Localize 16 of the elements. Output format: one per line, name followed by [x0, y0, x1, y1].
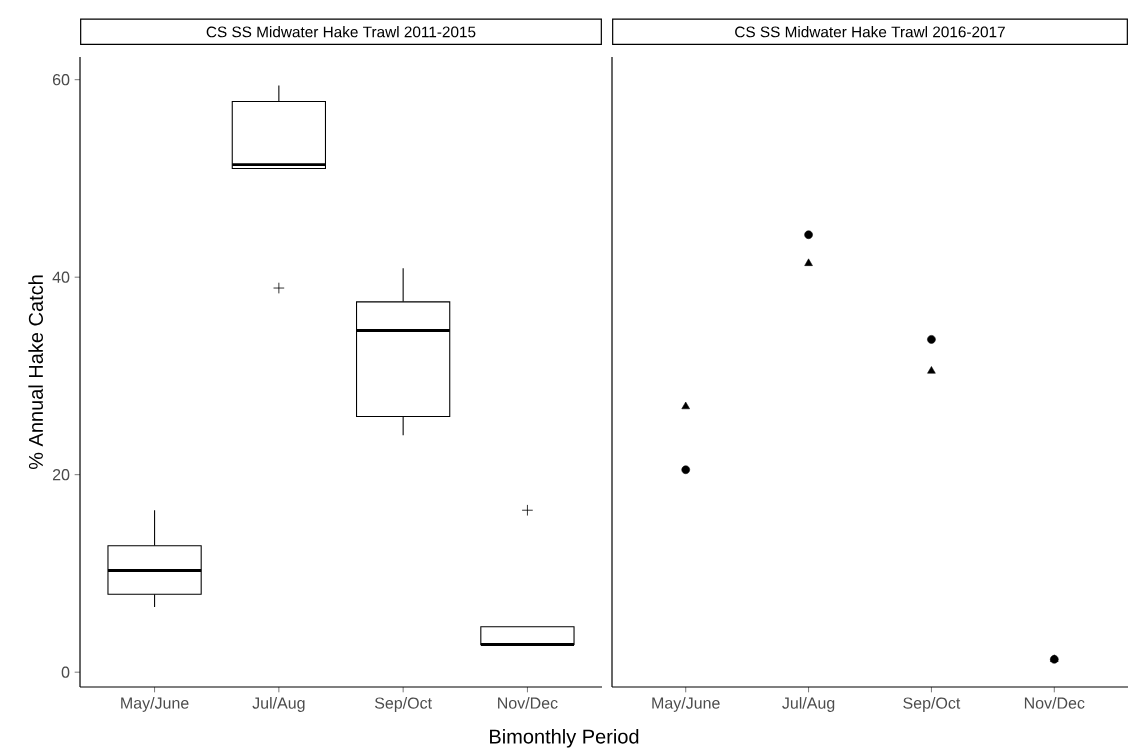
x-tick-label: May/June: [121, 697, 189, 712]
y-tick-label: 20: [52, 469, 70, 481]
x-tick-label: May/June: [652, 697, 720, 712]
x-tick-label: Jul/Aug: [252, 697, 305, 712]
x-tick-label: Sep/Oct: [374, 697, 432, 712]
chart-title: CS SS Midwater Hake Trawl 2016-2017: [735, 26, 1005, 38]
x-tick-label: Nov/Dec: [498, 697, 558, 709]
y-tick-label: 60: [52, 74, 70, 86]
y-tick-label: 0: [61, 666, 70, 678]
x-tick-label: Jul/Aug: [782, 697, 835, 712]
x-tick-label: Nov/Dec: [1024, 697, 1085, 709]
y-axis-title: % Annual Hake Catch: [28, 275, 43, 470]
chart-title: CS SS Midwater Hake Trawl 2011-2015: [206, 26, 476, 38]
x-tick-label: Sep/Oct: [903, 697, 961, 712]
y-tick-label: 40: [52, 271, 70, 283]
x-axis-title: Bimonthly Period: [490, 728, 639, 748]
